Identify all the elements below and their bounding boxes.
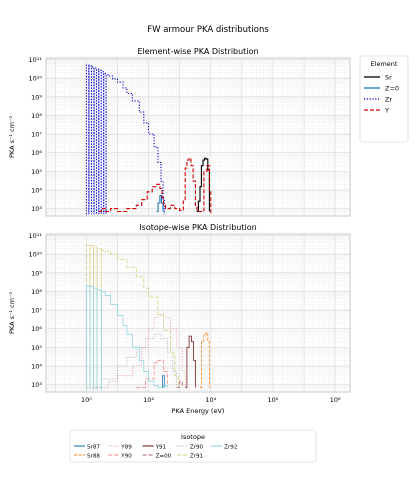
legend-label-Y: Y [384,107,389,115]
legend-label-Sr88: Sr88 [87,453,100,459]
panel-title: Element-wise PKA Distribution [137,47,258,56]
y-tick-label: 10³ [31,381,42,389]
legend-label-Zr: Zr [385,96,392,104]
y-tick-label: 10⁴ [31,362,42,370]
legend-label-Zr90: Zr90 [190,444,204,450]
legend-label-Sr87: Sr87 [87,444,100,450]
y-tick-label: 10⁵ [31,168,42,176]
panel-title: Isotope-wise PKA Distribution [139,223,256,232]
y-tick-label: 10⁴ [31,186,42,194]
series-line-Y90 [136,359,168,388]
legend-title: Isotope [181,433,205,441]
x-tick-label: 10⁶ [268,396,279,404]
isotope-legend: Isotope Sr87 Sr88 Y89 Y90 Y91 Z=00 Zr90 Zr91 Zr92 [69,429,317,463]
series-line-Y [98,157,212,215]
isotope-wise-panel: Isotope-wise PKA Distribution 10³ 10⁴ 10⁵ 10… [8,223,351,415]
legend-label-Z=0: Z=0 [385,85,399,93]
series-line-Z=0 [156,195,164,213]
legend-label-Zr92: Zr92 [224,444,237,450]
series-line-Sr [196,157,210,213]
x-tick-label: 10² [143,396,154,404]
y-tick-label: 10⁸ [31,112,42,120]
y-tick-label: 10⁶ [31,325,42,333]
element-wise-panel: Element-wise PKA Distribution 10³ 10⁴ 10⁵ 10… [8,47,351,217]
x-tick-label: 10⁰ [81,396,92,404]
series-line-Y91 [185,335,196,388]
y-tick-label: 10⁶ [31,149,42,157]
y-tick-label: 10⁵ [31,344,42,352]
legend-label-Zr91: Zr91 [190,453,204,459]
y-tick-label: 10¹⁰ [29,75,43,83]
series-line-Y89 [95,313,186,388]
legend-label-Y91: Y91 [155,444,167,450]
plot-frame [45,57,351,217]
y-tick-label: 10⁹ [31,93,42,101]
y-axis-label: PKA s⁻¹ cm⁻³ [8,292,16,334]
series-line-Z=00 [176,380,183,388]
legend-label-Y90: Y90 [120,453,132,459]
y-tick-label: 10⁷ [31,307,42,315]
y-tick-label: 10¹¹ [29,232,43,240]
legend-label-Y89: Y89 [120,444,132,450]
legend-label-Z=00: Z=00 [156,453,172,459]
x-tick-label: 10⁴ [205,396,216,404]
series-line-Zr [85,64,165,215]
legend-label-Sr: Sr [385,74,392,82]
y-tick-label: 10³ [31,205,42,213]
y-tick-label: 10⁷ [31,131,42,139]
series-line-Zr92 [86,285,168,391]
series-line-Sr88 [200,332,210,388]
legend-box [69,429,317,463]
element-legend: Element Sr Z=0 Zr Y [359,55,409,143]
x-tick-label: 10⁸ [330,396,341,404]
y-tick-label: 10¹¹ [29,56,43,64]
y-axis-label: PKA s⁻¹ cm⁻³ [8,116,16,158]
legend-title: Element [371,60,398,68]
figure-title: FW armour PKA distributions [147,25,269,35]
y-tick-label: 10⁸ [31,288,42,296]
y-tick-label: 10⁹ [31,269,42,277]
plot-frame [45,233,351,393]
y-tick-label: 10¹⁰ [29,251,43,259]
x-axis-label: PKA Energy (eV) [172,407,225,415]
